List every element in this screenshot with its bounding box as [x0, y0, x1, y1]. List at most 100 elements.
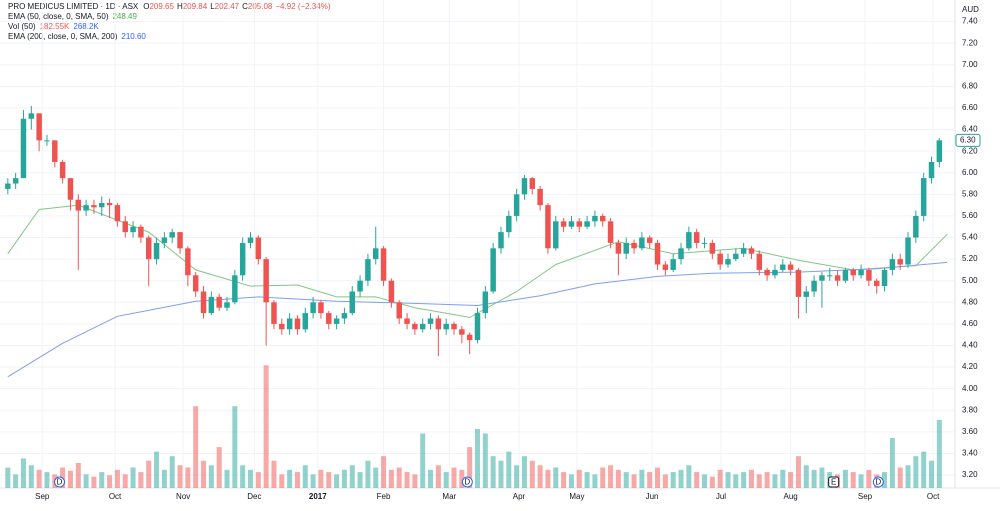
x-tick-label: Oct	[927, 492, 940, 501]
candle-body	[59, 161, 66, 179]
event-marker	[53, 476, 65, 488]
candle-body	[83, 205, 89, 211]
candle-body	[819, 275, 825, 281]
candle-body	[12, 178, 19, 184]
volume-bar	[788, 472, 794, 488]
volume-bar	[694, 472, 700, 488]
volume-bar	[412, 474, 418, 488]
volume-bar	[36, 469, 42, 488]
volume-bar	[404, 472, 410, 488]
candle-body	[239, 242, 246, 276]
volume-bar	[459, 469, 465, 488]
candle-body	[498, 232, 504, 249]
volume-bar	[396, 467, 402, 488]
legend-text: 248.49	[112, 12, 137, 21]
candle-body	[349, 291, 355, 314]
candle-body	[380, 248, 387, 281]
legend-text: C	[242, 2, 248, 11]
volume-bar	[302, 465, 308, 488]
candle-body	[842, 269, 849, 281]
x-tick-label: Dec	[247, 492, 261, 501]
y-tick-label: 6.60	[962, 103, 978, 112]
volume-bar	[615, 469, 621, 488]
volume-bar	[717, 469, 723, 488]
candle-body	[537, 188, 543, 206]
y-tick-label: 5.80	[962, 189, 978, 198]
candle-body	[631, 242, 637, 249]
y-tick-label: 6.80	[962, 81, 978, 90]
volume-bar	[850, 472, 856, 488]
candle-body	[764, 269, 770, 276]
candle-body	[592, 215, 598, 222]
volume-bar	[443, 472, 449, 488]
candle-body	[506, 215, 512, 233]
volume-bar	[858, 474, 864, 488]
volume-bar	[138, 472, 144, 488]
volume-bar	[91, 476, 97, 488]
candle-body	[169, 232, 175, 238]
x-tick-label: Feb	[377, 492, 391, 501]
candle-body	[780, 264, 786, 270]
volume-bar	[482, 433, 488, 488]
y-tick-label: 3.80	[962, 405, 978, 414]
candle-body	[310, 302, 316, 314]
volume-bar	[341, 469, 347, 488]
volume-bar	[811, 469, 817, 488]
volume-bar	[20, 458, 26, 488]
candle-body	[686, 232, 692, 249]
volume-bar	[819, 467, 825, 488]
volume-bar	[208, 465, 214, 488]
volume-bar	[553, 467, 559, 488]
volume-bar	[185, 467, 191, 488]
volume-bar	[365, 460, 371, 488]
volume-bar	[780, 469, 786, 488]
volume-bar	[177, 465, 183, 488]
volume-bar	[936, 419, 942, 488]
legend-text: 268.2K	[73, 22, 99, 31]
candle-body	[263, 259, 269, 303]
candle-body	[192, 275, 199, 292]
candle-body	[459, 329, 465, 335]
x-tick-label: Sep	[35, 492, 50, 501]
candle-body	[740, 248, 747, 254]
volume-bar	[326, 472, 332, 488]
y-tick-label: 4.60	[962, 319, 978, 328]
candle-body	[568, 221, 575, 227]
candle-body	[482, 291, 489, 314]
volume-bar	[631, 474, 637, 488]
candle-body	[427, 318, 434, 324]
volume-bar	[600, 467, 606, 488]
volume-bar	[608, 465, 614, 488]
candle-body	[693, 232, 700, 243]
legend-text: O	[143, 2, 149, 11]
event-marker	[828, 476, 840, 488]
candle-body	[607, 221, 614, 243]
candle-body	[185, 248, 191, 276]
volume-bar	[263, 365, 269, 488]
candle-body	[623, 242, 629, 254]
currency-label: AUD	[962, 5, 979, 14]
candle-body	[5, 183, 11, 189]
last-price-label: 6.30	[960, 135, 976, 144]
volume-bar	[529, 460, 535, 488]
event-label: D	[875, 478, 881, 487]
volume-bar	[639, 469, 645, 488]
legend-text: 210.60	[121, 32, 146, 41]
x-tick-label: Jul	[716, 492, 726, 501]
candle-body	[99, 202, 105, 208]
volume-bar	[474, 428, 481, 488]
candle-body	[404, 318, 410, 324]
x-tick-label: Sep	[858, 492, 873, 501]
volume-bar	[842, 469, 848, 488]
candle-body	[357, 280, 363, 292]
candle-body	[232, 275, 238, 303]
volume-bar	[506, 451, 512, 488]
candle-body	[200, 291, 207, 314]
volume-bar	[514, 465, 520, 488]
candle-body	[678, 248, 684, 260]
volume-bar	[310, 474, 316, 488]
legend-text: H	[177, 2, 183, 11]
volume-bar	[420, 433, 426, 488]
volume-bar	[748, 469, 754, 488]
